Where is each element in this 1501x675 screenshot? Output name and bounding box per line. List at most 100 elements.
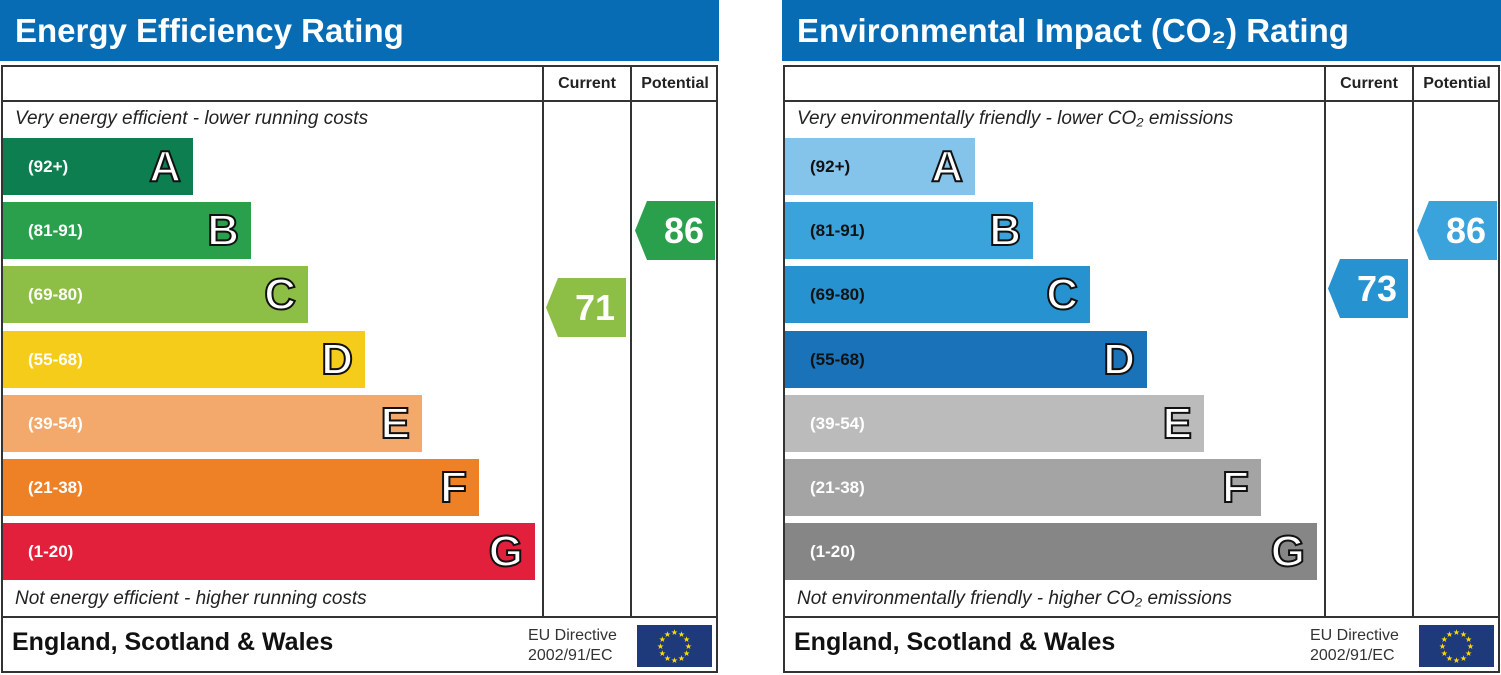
band-range: (81-91) bbox=[28, 221, 83, 240]
band-letter: E bbox=[1162, 398, 1193, 449]
band-bar-c: (69-80) C bbox=[785, 266, 1090, 323]
eu-directive-line1: EU Directive bbox=[1310, 627, 1399, 644]
potential-rating-value: 86 bbox=[1445, 210, 1487, 251]
band-range: (69-80) bbox=[810, 285, 865, 304]
eu-flag-icon: ★ ★ ★ ★ ★ ★ ★ ★ ★ ★ ★ ★ bbox=[1419, 625, 1494, 667]
column-divider bbox=[630, 65, 632, 617]
band-letter: F bbox=[1221, 462, 1250, 513]
row-divider bbox=[1, 100, 718, 102]
band-bar-a: (92+) A bbox=[3, 138, 193, 195]
eu-directive-line2: 2002/91/EC bbox=[528, 647, 613, 664]
band-letter: D bbox=[320, 334, 354, 385]
column-divider bbox=[1412, 65, 1414, 617]
row-divider bbox=[783, 616, 1500, 618]
svg-text:★: ★ bbox=[1453, 656, 1460, 665]
eu-directive: EU Directive 2002/91/EC bbox=[1310, 626, 1399, 666]
band-bar-g: (1-20) G bbox=[785, 523, 1317, 580]
band-letter: G bbox=[1270, 526, 1306, 577]
svg-text:★: ★ bbox=[671, 656, 678, 665]
band-bar-b: (81-91) B bbox=[785, 202, 1033, 259]
bottom-caption: Not environmentally friendly - higher CO… bbox=[797, 588, 1232, 609]
band-letter: F bbox=[439, 462, 468, 513]
band-bar-f: (21-38) F bbox=[3, 459, 479, 516]
svg-text:★: ★ bbox=[1453, 628, 1460, 637]
potential-rating-arrow: 86 bbox=[1417, 201, 1497, 260]
band-range: (92+) bbox=[810, 157, 851, 176]
svg-text:★: ★ bbox=[1467, 642, 1474, 651]
svg-text:★: ★ bbox=[1465, 635, 1472, 644]
band-range: (1-20) bbox=[810, 542, 856, 561]
svg-text:★: ★ bbox=[683, 635, 690, 644]
eu-directive-line2: 2002/91/EC bbox=[1310, 647, 1395, 664]
band-letter: A bbox=[148, 141, 182, 192]
column-divider bbox=[542, 65, 544, 617]
eu-flag-icon: ★ ★ ★ ★ ★ ★ ★ ★ ★ ★ ★ ★ bbox=[637, 625, 712, 667]
band-bar-d: (55-68) D bbox=[3, 331, 365, 388]
row-divider bbox=[783, 100, 1500, 102]
band-letter: C bbox=[263, 269, 297, 320]
svg-text:★: ★ bbox=[678, 654, 685, 663]
potential-rating-arrow: 86 bbox=[635, 201, 715, 260]
eu-directive: EU Directive 2002/91/EC bbox=[528, 626, 617, 666]
band-range: (81-91) bbox=[810, 221, 865, 240]
top-caption: Very environmentally friendly - lower CO… bbox=[797, 108, 1234, 129]
svg-text:★: ★ bbox=[1441, 649, 1448, 658]
top-caption: Very energy efficient - lower running co… bbox=[15, 108, 369, 129]
svg-text:★: ★ bbox=[1441, 635, 1448, 644]
current-column-header: Current bbox=[558, 75, 616, 92]
current-rating-arrow: 71 bbox=[546, 278, 626, 337]
svg-text:★: ★ bbox=[1439, 642, 1446, 651]
chart-title: Environmental Impact (CO₂) Rating bbox=[782, 0, 1501, 61]
svg-text:★: ★ bbox=[664, 630, 671, 639]
svg-text:★: ★ bbox=[1446, 630, 1453, 639]
band-bar-c: (69-80) C bbox=[3, 266, 308, 323]
band-range: (55-68) bbox=[28, 350, 83, 369]
footer-region: England, Scotland & Wales bbox=[12, 628, 334, 656]
svg-text:★: ★ bbox=[1465, 649, 1472, 658]
svg-text:★: ★ bbox=[659, 649, 666, 658]
chart-title: Energy Efficiency Rating bbox=[0, 0, 719, 61]
svg-text:★: ★ bbox=[1460, 630, 1467, 639]
band-letter: B bbox=[206, 205, 240, 256]
svg-text:★: ★ bbox=[671, 628, 678, 637]
potential-column-header: Potential bbox=[1423, 75, 1491, 92]
svg-text:★: ★ bbox=[1446, 654, 1453, 663]
potential-column-header: Potential bbox=[641, 75, 709, 92]
footer-region: England, Scotland & Wales bbox=[794, 628, 1116, 656]
band-range: (39-54) bbox=[810, 414, 865, 433]
svg-text:★: ★ bbox=[678, 630, 685, 639]
band-range: (39-54) bbox=[28, 414, 83, 433]
band-bar-f: (21-38) F bbox=[785, 459, 1261, 516]
eu-directive-line1: EU Directive bbox=[528, 627, 617, 644]
band-letter: G bbox=[488, 526, 524, 577]
energy-efficiency-panel: Energy Efficiency Rating Current Potential… bbox=[0, 0, 719, 675]
band-bar-b: (81-91) B bbox=[3, 202, 251, 259]
environmental-impact-panel: Environmental Impact (CO₂) Rating Current… bbox=[782, 0, 1501, 675]
svg-text:★: ★ bbox=[685, 642, 692, 651]
svg-text:★: ★ bbox=[1460, 654, 1467, 663]
current-rating-value: 71 bbox=[574, 287, 616, 328]
svg-text:★: ★ bbox=[659, 635, 666, 644]
svg-text:★: ★ bbox=[683, 649, 690, 658]
band-bar-e: (39-54) E bbox=[3, 395, 422, 452]
band-range: (21-38) bbox=[28, 478, 83, 497]
band-bar-g: (1-20) G bbox=[3, 523, 535, 580]
band-letter: A bbox=[930, 141, 964, 192]
band-range: (21-38) bbox=[810, 478, 865, 497]
bottom-caption: Not energy efficient - higher running co… bbox=[15, 588, 367, 609]
current-rating-arrow: 73 bbox=[1328, 259, 1408, 318]
band-letter: C bbox=[1045, 269, 1079, 320]
band-range: (55-68) bbox=[810, 350, 865, 369]
row-divider bbox=[1, 616, 718, 618]
band-bar-d: (55-68) D bbox=[785, 331, 1147, 388]
band-letter: B bbox=[988, 205, 1022, 256]
band-bar-e: (39-54) E bbox=[785, 395, 1204, 452]
svg-text:★: ★ bbox=[657, 642, 664, 651]
band-range: (1-20) bbox=[28, 542, 74, 561]
potential-rating-value: 86 bbox=[663, 210, 705, 251]
band-letter: D bbox=[1102, 334, 1136, 385]
current-rating-value: 73 bbox=[1356, 268, 1398, 309]
band-range: (92+) bbox=[28, 157, 69, 176]
band-range: (69-80) bbox=[28, 285, 83, 304]
chart-frame bbox=[1, 65, 718, 673]
